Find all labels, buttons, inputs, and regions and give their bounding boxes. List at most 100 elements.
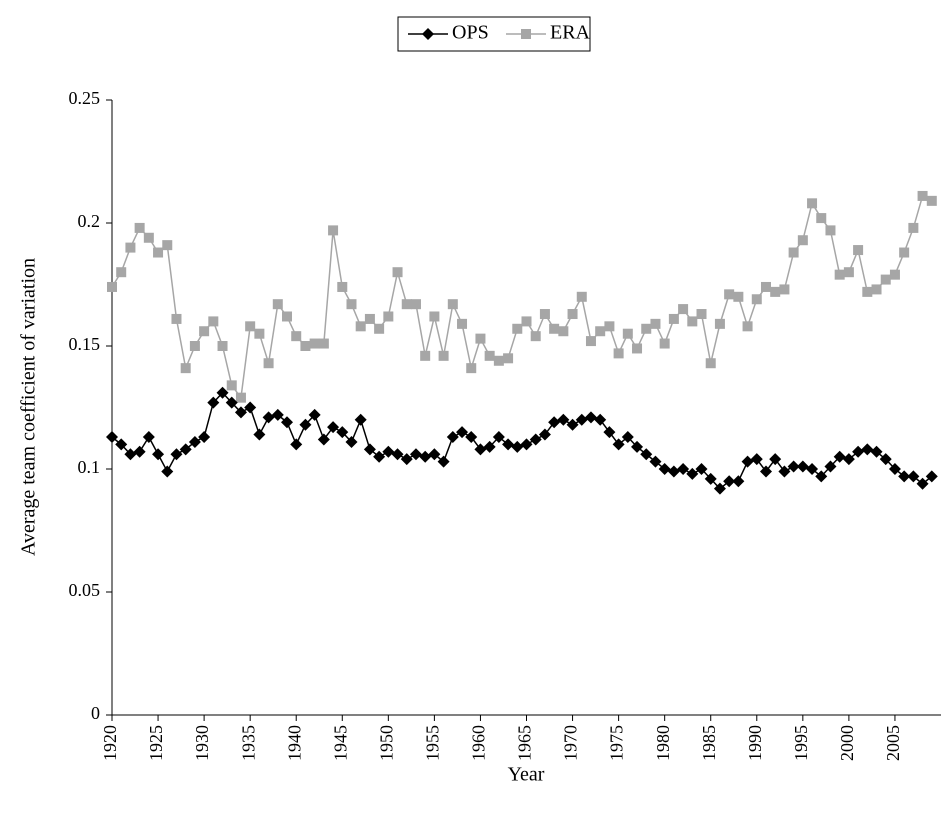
data-point	[308, 408, 321, 421]
data-point	[336, 426, 349, 439]
data-point	[705, 358, 716, 369]
data-point	[262, 411, 275, 424]
data-point	[263, 358, 274, 369]
data-point	[208, 316, 219, 327]
data-point	[235, 392, 246, 403]
data-point	[926, 195, 937, 206]
data-point	[557, 413, 570, 426]
y-tick-label: 0	[91, 703, 100, 723]
data-point	[271, 408, 284, 421]
data-point	[216, 386, 229, 399]
data-point	[797, 235, 808, 246]
data-point	[189, 341, 200, 351]
data-point	[290, 438, 303, 451]
data-point	[539, 309, 550, 320]
data-point	[410, 299, 421, 310]
data-point	[632, 343, 643, 354]
data-point	[383, 311, 394, 322]
data-point	[354, 413, 367, 426]
data-point	[631, 440, 644, 453]
x-tick-label: 1995	[791, 725, 811, 761]
y-tick-label: 0.1	[78, 457, 101, 477]
data-point	[861, 443, 874, 456]
data-point	[558, 326, 569, 337]
data-point	[898, 470, 911, 483]
data-point	[502, 438, 515, 451]
data-point	[880, 274, 891, 285]
data-point	[429, 311, 440, 322]
data-point	[520, 438, 533, 451]
data-point	[659, 338, 670, 349]
data-point	[530, 331, 541, 342]
data-point	[465, 431, 478, 444]
data-point	[161, 465, 174, 478]
data-point	[355, 321, 366, 332]
data-point	[576, 291, 587, 302]
data-point	[713, 482, 726, 495]
data-point	[521, 316, 532, 327]
data-point	[428, 448, 441, 461]
data-point	[604, 321, 615, 332]
data-point	[317, 433, 330, 446]
data-point	[787, 460, 800, 473]
data-point	[907, 470, 920, 483]
data-point	[853, 245, 864, 256]
data-point	[742, 321, 753, 332]
data-point	[179, 443, 192, 456]
data-point	[484, 350, 495, 361]
data-point	[134, 222, 145, 233]
x-tick-label: 1965	[515, 725, 535, 761]
data-point	[816, 213, 827, 224]
data-point	[852, 445, 865, 458]
legend-label: ERA	[550, 22, 591, 44]
data-point	[337, 281, 348, 292]
data-point	[704, 472, 717, 485]
x-tick-label: 1970	[561, 725, 581, 761]
y-tick-label: 0.05	[69, 580, 101, 600]
data-point	[538, 428, 551, 441]
data-point	[584, 411, 597, 424]
data-point	[511, 440, 524, 453]
data-point	[401, 299, 412, 310]
data-point	[916, 477, 929, 490]
data-point	[143, 232, 154, 243]
data-point	[318, 338, 329, 349]
data-point	[328, 225, 339, 236]
data-point	[133, 445, 146, 458]
y-axis-title: Average team coefficient of variation	[18, 258, 40, 556]
data-point	[493, 355, 504, 366]
x-tick-label: 1980	[653, 725, 673, 761]
data-point	[871, 284, 882, 295]
data-point	[116, 267, 127, 278]
legend-label: OPS	[452, 22, 489, 44]
data-point	[217, 341, 228, 351]
data-point	[483, 440, 496, 453]
x-tick-label: 1945	[330, 725, 350, 761]
data-point	[446, 431, 459, 444]
data-point	[456, 426, 469, 439]
x-tick-label: 1955	[423, 725, 443, 761]
data-point	[503, 353, 514, 364]
data-point	[650, 318, 661, 329]
y-tick-label: 0.2	[78, 211, 101, 231]
data-point	[696, 309, 707, 320]
data-point	[658, 463, 671, 475]
y-tick-label: 0.25	[69, 88, 101, 108]
x-tick-label: 1950	[376, 725, 396, 761]
data-point	[437, 455, 450, 468]
data-point	[677, 463, 690, 475]
x-axis-title: Year	[508, 764, 545, 786]
data-point	[199, 326, 210, 337]
data-point	[888, 463, 901, 475]
x-tick-label: 1975	[607, 725, 627, 761]
data-point	[226, 380, 237, 391]
data-point	[409, 448, 422, 461]
data-point	[824, 460, 837, 473]
data-point	[244, 401, 257, 414]
data-point	[567, 309, 578, 320]
data-point	[300, 341, 311, 351]
data-point	[842, 453, 855, 466]
data-point	[917, 190, 928, 201]
series-line	[111, 194, 933, 400]
data-point	[687, 316, 698, 327]
